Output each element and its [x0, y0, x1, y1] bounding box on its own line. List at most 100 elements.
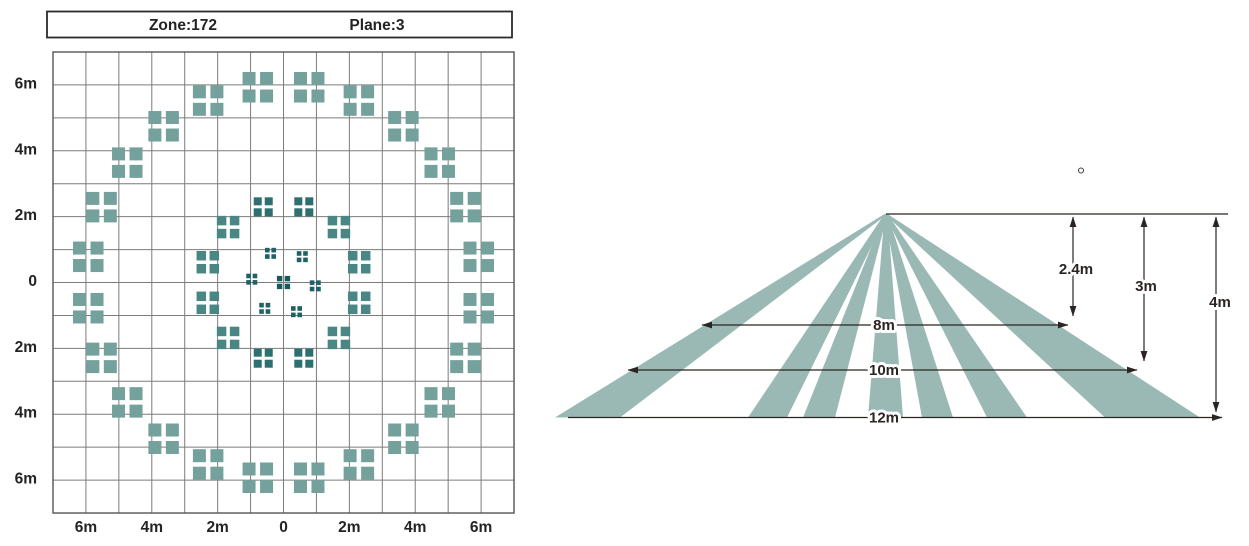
- zone-square: [388, 423, 402, 437]
- zone-square: [405, 128, 419, 142]
- zone-square: [388, 440, 402, 454]
- zone-cluster-outer-ring: [192, 85, 224, 116]
- zone-cluster-middle-ring: [216, 215, 240, 239]
- zone-square: [229, 326, 240, 337]
- zone-square: [192, 85, 206, 99]
- zone-cluster-outer-ring: [293, 72, 325, 103]
- zone-square: [129, 147, 143, 161]
- zone-square: [264, 359, 273, 368]
- zone-cluster-middle-ring: [347, 250, 371, 274]
- zone-square: [424, 404, 438, 418]
- zone-square: [296, 257, 302, 263]
- zone-cluster-outer-ring: [112, 387, 143, 418]
- zone-square: [260, 479, 274, 493]
- zone-square: [90, 259, 104, 273]
- zone-square: [424, 164, 438, 178]
- zone-square: [210, 449, 224, 463]
- y-axis-tick-label: 4m: [15, 141, 37, 158]
- zone-square: [361, 449, 375, 463]
- zone-square: [305, 197, 314, 206]
- detection-beams: [555, 214, 1200, 418]
- zone-square: [305, 359, 314, 368]
- zone-square: [253, 348, 262, 357]
- zone-square: [305, 348, 314, 357]
- zone-square: [327, 215, 338, 226]
- zone-square: [209, 291, 220, 302]
- zone-square: [196, 304, 207, 315]
- zone-cluster-inner-ring: [309, 280, 321, 292]
- y-axis-tick-label: 0: [28, 273, 37, 290]
- zone-square: [103, 191, 117, 205]
- zone-square: [480, 292, 494, 306]
- zone-square: [165, 423, 179, 437]
- zone-square: [316, 280, 321, 285]
- zone-square: [265, 254, 270, 259]
- zone-square: [467, 360, 481, 374]
- zone-square: [86, 209, 100, 223]
- zone-square: [265, 247, 270, 253]
- zone-square: [73, 310, 87, 324]
- zone-square: [229, 215, 240, 226]
- zone-square: [253, 197, 262, 206]
- zone-square: [192, 102, 206, 116]
- zone-square: [210, 466, 224, 480]
- zone-square: [293, 72, 307, 86]
- zone-clusters: [73, 72, 494, 493]
- zone-square: [229, 228, 240, 239]
- y-axis-tick-label: 6m: [15, 75, 37, 92]
- zone-square: [90, 292, 104, 306]
- zone-square: [480, 310, 494, 324]
- zone-square: [343, 466, 357, 480]
- zone-square: [340, 339, 351, 350]
- zone-square: [424, 387, 438, 401]
- zone-square: [165, 440, 179, 454]
- x-axis-tick-label: 6m: [75, 519, 97, 536]
- zone-square: [294, 197, 303, 206]
- zone-square: [253, 208, 262, 217]
- zone-cluster-outer-ring: [424, 147, 455, 178]
- zone-square: [86, 342, 100, 356]
- zone-square: [340, 228, 351, 239]
- zone-square: [196, 263, 207, 274]
- grid-border: [52, 51, 515, 514]
- zone-square: [276, 275, 283, 282]
- zone-square: [463, 259, 477, 273]
- measurement-arrows: [568, 167, 1228, 421]
- zone-square: [284, 275, 291, 282]
- zone-square: [216, 326, 227, 337]
- zone-cluster-inner-ring: [296, 251, 308, 263]
- zone-square: [340, 326, 351, 337]
- zone-square: [260, 89, 274, 103]
- plane-label: Plane:3: [349, 17, 405, 34]
- zone-cluster-outer-ring: [388, 423, 419, 454]
- zone-square: [327, 326, 338, 337]
- zone-cluster-middle-ring: [196, 250, 220, 274]
- zone-square: [441, 387, 455, 401]
- zone-square: [450, 209, 464, 223]
- zone-cluster-outer-ring: [148, 111, 179, 142]
- zone-cluster-outer-ring: [112, 147, 143, 178]
- zone-square: [405, 111, 419, 125]
- zone-square: [271, 247, 277, 253]
- width-measure-label-10m: 10m: [869, 362, 899, 379]
- zone-cluster-outer-ring: [86, 191, 117, 223]
- zone-square: [441, 164, 455, 178]
- zone-square: [265, 302, 271, 308]
- x-axis-tick-label: 4m: [141, 519, 163, 536]
- zone-cluster-outer-ring: [450, 191, 481, 223]
- zone-square: [294, 348, 303, 357]
- zone-square: [86, 191, 100, 205]
- measurement-labels: 8m 10m 12m 2.4m 3m 4m: [866, 258, 1234, 430]
- zone-cluster-middle-ring: [196, 291, 220, 315]
- zone-square: [148, 128, 162, 142]
- height-measure-label-4m: 4m: [1209, 294, 1231, 311]
- width-measure-label-8m: 8m: [873, 317, 895, 334]
- zone-square: [148, 111, 162, 125]
- height-measure-label-2.4m: 2.4m: [1059, 261, 1093, 278]
- y-axis-tick-label: 2m: [15, 339, 37, 356]
- zone-square: [103, 209, 117, 223]
- zone-cluster-outer-ring: [192, 449, 224, 480]
- zone-square: [209, 304, 220, 315]
